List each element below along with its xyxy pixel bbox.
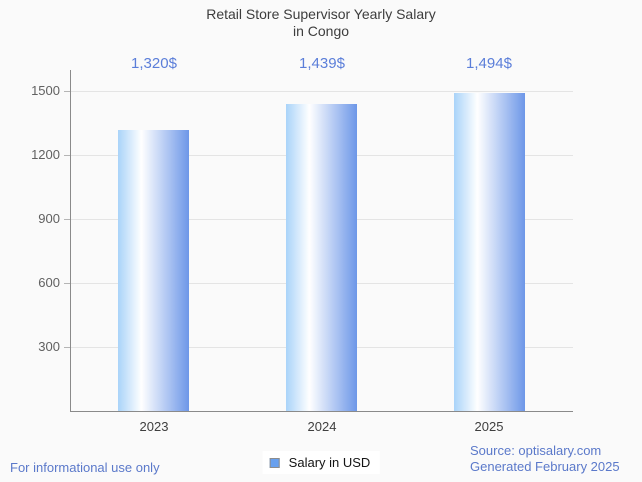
chart-title: Retail Store Supervisor Yearly Salary in… [0, 6, 642, 40]
legend[interactable]: Salary in USD [262, 451, 380, 474]
bar-value-label-2023: 1,320$ [131, 55, 177, 72]
source-block: Source: optisalary.com Generated Februar… [470, 443, 620, 475]
y-tick-mark-600 [64, 283, 70, 284]
y-tick-label-1500: 1500 [31, 83, 60, 98]
y-tick-mark-1500 [64, 91, 70, 92]
legend-marker-square [269, 457, 280, 468]
chart-title-line1: Retail Store Supervisor Yearly Salary [206, 6, 436, 22]
x-axis-label-2023: 2023 [139, 419, 169, 434]
bar-value-label-2024: 1,439$ [299, 55, 345, 72]
y-tick-mark-300 [64, 347, 70, 348]
generated-date-text: Generated February 2025 [470, 459, 620, 474]
legend-label: Salary in USD [288, 455, 371, 470]
y-tick-mark-900 [64, 219, 70, 220]
gridline-1500 [70, 91, 573, 92]
chart-title-line2: in Congo [292, 23, 350, 39]
y-tick-label-1200: 1200 [31, 147, 60, 162]
y-tick-label-300: 300 [38, 339, 60, 354]
y-tick-label-900: 900 [38, 211, 60, 226]
bar-2024[interactable] [286, 104, 357, 411]
y-tick-label-600: 600 [38, 275, 60, 290]
y-axis-line [70, 70, 71, 411]
y-tick-mark-1200 [64, 155, 70, 156]
source-text: Source: optisalary.com [470, 443, 602, 458]
x-axis-label-2025: 2025 [474, 419, 504, 434]
x-axis-line [70, 411, 573, 412]
disclaimer-text: For informational use only [10, 460, 160, 475]
bar-value-label-2025: 1,494$ [466, 55, 512, 72]
x-axis-label-2024: 2024 [307, 419, 337, 434]
bar-2023[interactable] [118, 130, 189, 411]
bar-2025[interactable] [454, 93, 525, 411]
